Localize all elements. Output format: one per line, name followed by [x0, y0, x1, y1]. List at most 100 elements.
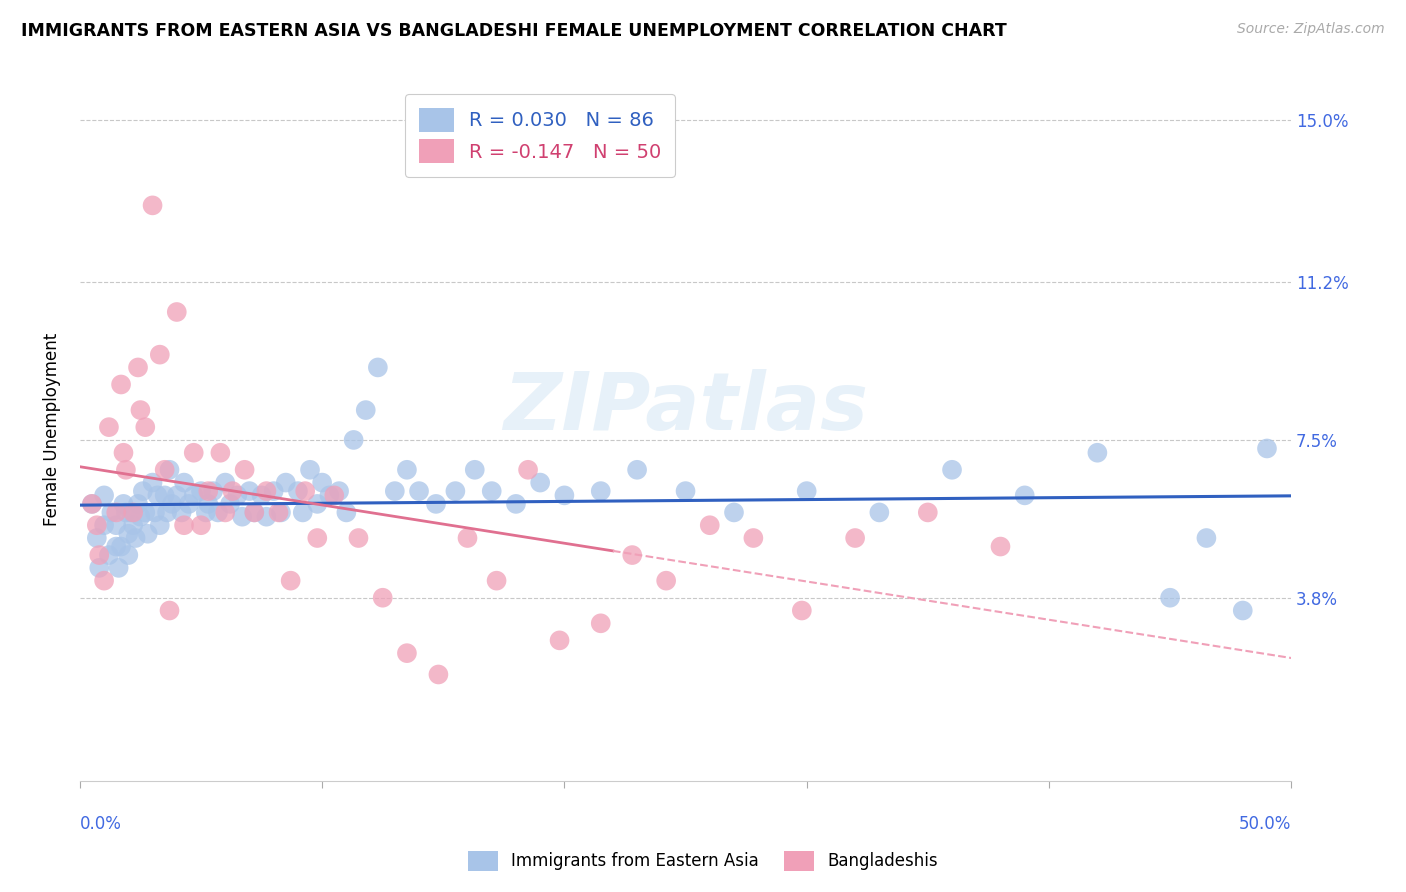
Point: [444, 484, 467, 499]
Point: [243, 505, 266, 519]
Point: [177, 497, 200, 511]
Point: [796, 484, 818, 499]
Point: [166, 305, 188, 319]
Point: [93, 488, 115, 502]
Point: [675, 484, 697, 499]
Point: [626, 463, 648, 477]
Point: [129, 509, 152, 524]
Point: [207, 505, 229, 519]
Point: [86, 531, 108, 545]
Point: [124, 531, 146, 545]
Point: [233, 463, 256, 477]
Point: [548, 633, 571, 648]
Point: [425, 497, 447, 511]
Point: [183, 446, 205, 460]
Point: [112, 497, 135, 511]
Point: [311, 475, 333, 490]
Point: [127, 360, 149, 375]
Point: [294, 484, 316, 499]
Point: [280, 574, 302, 588]
Point: [190, 484, 212, 499]
Point: [110, 540, 132, 554]
Legend: R = 0.030   N = 86, R = -0.147   N = 50: R = 0.030 N = 86, R = -0.147 N = 50: [405, 95, 675, 177]
Point: [231, 509, 253, 524]
Point: [166, 488, 188, 502]
Point: [553, 488, 575, 502]
Point: [80, 497, 103, 511]
Point: [941, 463, 963, 477]
Point: [299, 463, 322, 477]
Text: ZIPatlas: ZIPatlas: [503, 369, 868, 447]
Point: [1195, 531, 1218, 545]
Point: [621, 548, 644, 562]
Point: [384, 484, 406, 499]
Point: [209, 446, 232, 460]
Point: [274, 475, 297, 490]
Point: [371, 591, 394, 605]
Point: [117, 548, 139, 562]
Point: [183, 488, 205, 502]
Point: [149, 518, 172, 533]
Point: [202, 484, 225, 499]
Point: [291, 505, 314, 519]
Point: [97, 420, 120, 434]
Point: [343, 433, 366, 447]
Point: [89, 548, 111, 562]
Point: [170, 505, 193, 519]
Point: [122, 505, 145, 519]
Point: [173, 475, 195, 490]
Point: [243, 505, 266, 519]
Point: [238, 484, 260, 499]
Point: [160, 497, 183, 511]
Point: [112, 446, 135, 460]
Point: [263, 484, 285, 499]
Point: [117, 526, 139, 541]
Legend: Immigrants from Eastern Asia, Bangladeshis: Immigrants from Eastern Asia, Bangladesh…: [460, 842, 946, 880]
Point: [149, 348, 172, 362]
Point: [589, 484, 612, 499]
Point: [529, 475, 551, 490]
Y-axis label: Female Unemployment: Female Unemployment: [44, 333, 60, 526]
Point: [699, 518, 721, 533]
Point: [110, 377, 132, 392]
Point: [307, 531, 329, 545]
Point: [868, 505, 890, 519]
Point: [105, 540, 128, 554]
Point: [655, 574, 678, 588]
Text: IMMIGRANTS FROM EASTERN ASIA VS BANGLADESHI FEMALE UNEMPLOYMENT CORRELATION CHAR: IMMIGRANTS FROM EASTERN ASIA VS BANGLADE…: [21, 22, 1007, 40]
Point: [457, 531, 479, 545]
Point: [254, 484, 277, 499]
Point: [107, 561, 129, 575]
Point: [97, 548, 120, 562]
Point: [156, 505, 179, 519]
Point: [844, 531, 866, 545]
Point: [127, 497, 149, 511]
Point: [105, 505, 128, 519]
Point: [267, 505, 290, 519]
Point: [190, 518, 212, 533]
Point: [129, 403, 152, 417]
Point: [80, 497, 103, 511]
Point: [254, 509, 277, 524]
Point: [354, 403, 377, 417]
Point: [1014, 488, 1036, 502]
Point: [1087, 446, 1109, 460]
Point: [790, 603, 813, 617]
Point: [347, 531, 370, 545]
Point: [723, 505, 745, 519]
Point: [517, 463, 540, 477]
Point: [86, 518, 108, 533]
Point: [335, 505, 357, 519]
Point: [427, 667, 450, 681]
Text: Source: ZipAtlas.com: Source: ZipAtlas.com: [1237, 22, 1385, 37]
Point: [173, 518, 195, 533]
Point: [1232, 603, 1254, 617]
Point: [153, 463, 176, 477]
Text: 50.0%: 50.0%: [1239, 815, 1291, 833]
Point: [141, 475, 163, 490]
Point: [159, 463, 181, 477]
Point: [323, 488, 346, 502]
Point: [287, 484, 309, 499]
Point: [115, 463, 138, 477]
Text: 0.0%: 0.0%: [80, 815, 122, 833]
